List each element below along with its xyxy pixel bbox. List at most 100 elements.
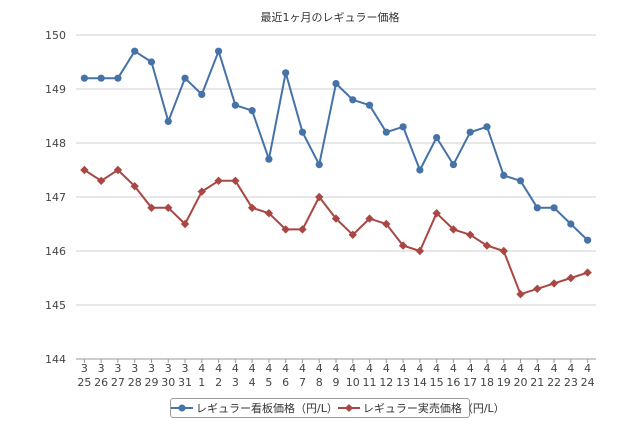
x-tick-label-day: 3: [232, 376, 239, 389]
data-point: [181, 74, 189, 82]
data-point: [399, 123, 407, 131]
y-tick-label: 150: [45, 29, 66, 42]
data-point: [265, 155, 273, 163]
x-tick-label-month: 3: [114, 362, 121, 375]
axis-layer: 1441451461471481491503253263273283293303…: [45, 29, 596, 389]
x-tick-label-month: 4: [567, 362, 574, 375]
data-point: [433, 134, 441, 142]
data-point: [164, 203, 173, 212]
x-tick-label-month: 3: [81, 362, 88, 375]
data-point: [164, 117, 172, 125]
data-point: [80, 74, 88, 82]
x-tick-label-month: 4: [265, 362, 272, 375]
data-point: [499, 246, 508, 256]
x-tick-label-day: 29: [144, 376, 158, 389]
x-tick-label-day: 31: [178, 376, 192, 389]
x-tick-label-day: 9: [333, 376, 340, 389]
data-point: [516, 290, 525, 299]
data-point: [147, 203, 156, 212]
data-point: [131, 47, 139, 55]
x-tick-label-day: 23: [564, 376, 578, 389]
x-tick-label-month: 4: [483, 362, 490, 375]
data-point: [398, 241, 408, 250]
data-point: [214, 176, 223, 185]
diamond-marker-icon: [337, 404, 360, 412]
y-tick-label: 144: [45, 353, 66, 366]
legend-item-signboard-price[interactable]: レギュラー看板価格（円/L）: [171, 400, 338, 416]
data-point: [130, 182, 139, 191]
x-tick-label-day: 24: [581, 376, 595, 389]
x-tick-label-day: 27: [111, 376, 125, 389]
legend-label: レギュラー看板価格（円/L）: [196, 402, 338, 415]
x-tick-label-day: 22: [547, 376, 561, 389]
data-point: [214, 47, 223, 55]
data-point: [298, 225, 307, 234]
data-point: [247, 203, 257, 212]
x-tick-label-day: 19: [497, 376, 511, 389]
data-point: [533, 204, 541, 212]
x-tick-label-day: 17: [463, 376, 477, 389]
x-tick-label-day: 30: [161, 376, 175, 389]
x-tick-label-day: 28: [128, 376, 142, 389]
x-tick-label-day: 15: [430, 376, 444, 389]
data-point: [180, 219, 190, 229]
x-tick-label-month: 4: [467, 362, 474, 375]
x-tick-label-month: 4: [215, 362, 222, 375]
data-point: [500, 171, 508, 179]
data-point: [331, 214, 341, 223]
x-tick-label-day: 16: [446, 376, 460, 389]
y-tick-label: 146: [45, 245, 66, 258]
data-point: [566, 273, 576, 283]
legend-item-actual-price[interactable]: レギュラー実売価格（円/L）: [337, 400, 505, 416]
y-tick-label: 148: [45, 137, 66, 150]
data-point: [96, 176, 106, 185]
y-tick-label: 145: [45, 299, 66, 312]
data-point: [264, 209, 274, 218]
x-tick-label-month: 4: [232, 362, 239, 375]
data-point: [516, 177, 525, 185]
x-tick-label-day: 1: [198, 376, 205, 389]
data-point: [281, 225, 290, 234]
data-point: [365, 101, 374, 109]
x-tick-label-month: 3: [131, 362, 138, 375]
data-point: [432, 209, 441, 218]
data-point: [348, 230, 357, 239]
x-tick-label-month: 4: [400, 362, 407, 375]
data-point: [365, 214, 374, 223]
data-point: [315, 192, 324, 202]
x-tick-label-month: 4: [282, 362, 289, 375]
data-point: [349, 96, 357, 104]
x-tick-label-month: 3: [98, 362, 105, 375]
x-tick-label-month: 4: [433, 362, 440, 375]
x-tick-label-month: 4: [198, 362, 205, 375]
x-tick-label-month: 4: [551, 362, 558, 375]
x-tick-label-day: 20: [514, 376, 528, 389]
x-tick-label-month: 4: [299, 362, 306, 375]
data-point: [315, 161, 323, 169]
x-tick-label-day: 13: [396, 376, 410, 389]
data-point: [533, 284, 542, 293]
x-tick-label-day: 25: [77, 376, 91, 389]
data-point: [97, 74, 105, 82]
x-tick-label-day: 14: [413, 376, 427, 389]
x-tick-label-month: 3: [182, 362, 189, 375]
y-tick-label: 147: [45, 191, 66, 204]
data-point: [282, 69, 290, 77]
x-tick-label-month: 4: [366, 362, 373, 375]
grid-layer: [76, 34, 596, 360]
x-tick-label-month: 4: [450, 362, 457, 375]
data-point: [584, 236, 592, 244]
x-tick-label-day: 26: [94, 376, 108, 389]
data-point: [382, 219, 391, 229]
x-tick-label-day: 5: [265, 376, 272, 389]
data-point: [483, 123, 491, 131]
x-tick-label-day: 12: [379, 376, 393, 389]
data-point: [231, 176, 240, 185]
x-tick-label-month: 4: [584, 362, 591, 375]
x-tick-label-month: 4: [383, 362, 390, 375]
circle-marker-icon: [171, 404, 193, 412]
x-tick-label-month: 4: [249, 362, 256, 375]
x-tick-label-day: 11: [363, 376, 377, 389]
